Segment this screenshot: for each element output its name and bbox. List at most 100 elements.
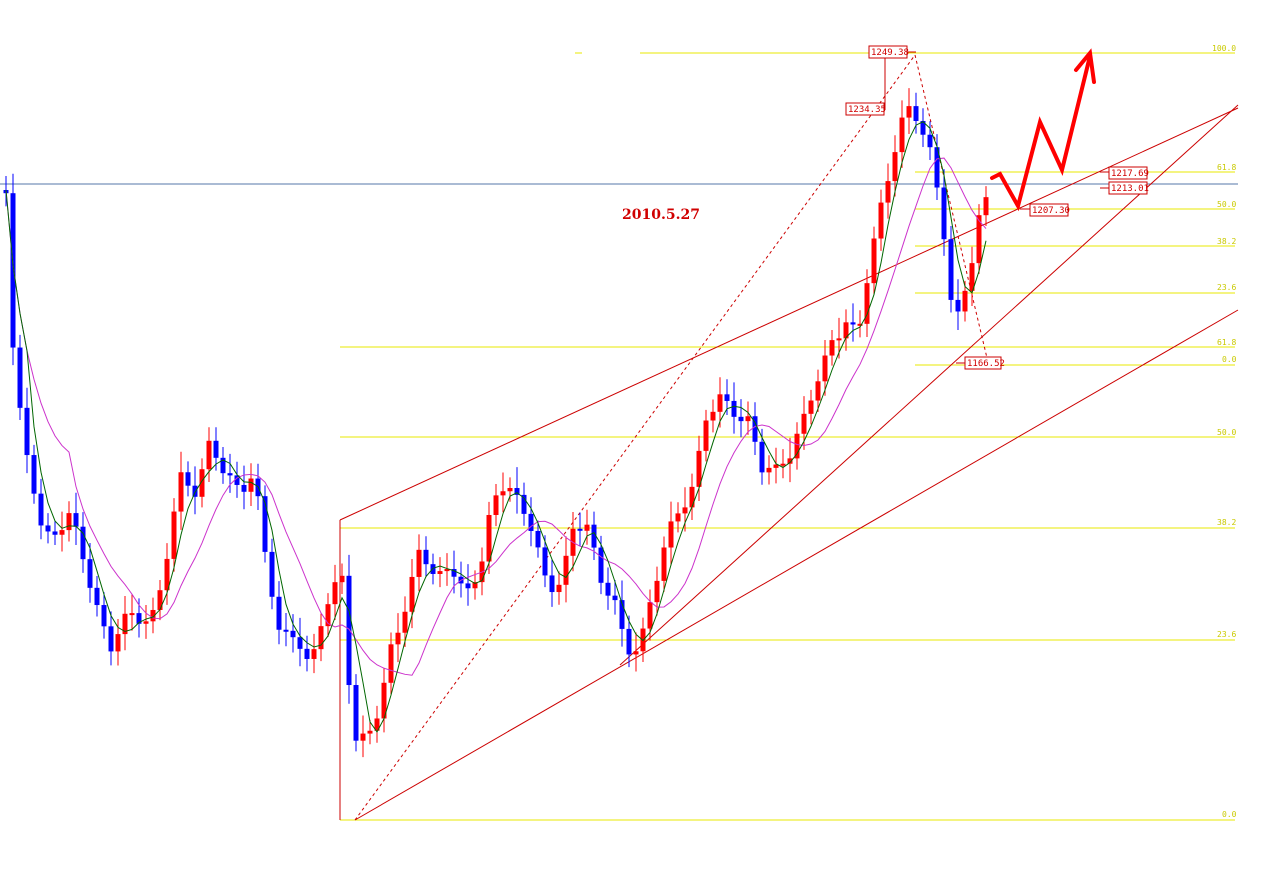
candle-body: [339, 575, 345, 583]
candle-body: [626, 628, 632, 655]
fib-label-lower-61: 61.8: [1217, 338, 1236, 347]
candle-body: [395, 632, 401, 645]
candle-body: [773, 464, 779, 468]
candle-body: [367, 730, 373, 734]
candle-body: [829, 340, 835, 356]
candle-body: [836, 338, 842, 341]
price-tag-fib50: 1207.30: [1020, 203, 1070, 217]
candle-body: [87, 559, 93, 588]
candle-body: [864, 283, 870, 324]
candle-body: [500, 491, 506, 496]
price-tag-low-text: 1166.52: [967, 359, 1005, 369]
candle-body: [318, 626, 324, 650]
candle-body: [962, 290, 968, 312]
candle-body: [311, 649, 317, 659]
candle-body: [591, 524, 597, 548]
fib-label-upper-0: 0.0: [1222, 355, 1237, 364]
candle-body: [346, 575, 352, 686]
fib-label-upper-38: 38.2: [1217, 237, 1236, 246]
candle-body: [353, 685, 359, 741]
fib-label-upper-23: 23.6: [1217, 283, 1236, 292]
ma-slow-line: [5, 157, 987, 676]
candle-body: [794, 433, 800, 459]
candle-body: [199, 469, 205, 497]
candle-body: [129, 613, 135, 616]
candle-body: [157, 590, 163, 610]
channel-lines: [339, 104, 1239, 821]
candle-body: [738, 416, 744, 422]
candle-body: [80, 526, 86, 560]
candle-body: [472, 582, 478, 589]
candle-body: [605, 582, 611, 596]
candle-body: [178, 472, 184, 512]
candle-body: [801, 413, 807, 434]
price-tag-high: 1249.38: [868, 45, 916, 110]
price-tag-last: 1213.01: [1100, 181, 1149, 195]
candle-body: [892, 152, 898, 182]
candle-body: [598, 547, 604, 583]
price-tag-fib50-text: 1207.30: [1032, 206, 1070, 216]
candle-body: [430, 564, 436, 574]
candle-body: [108, 626, 114, 652]
candle-body: [17, 347, 23, 408]
candle-body: [213, 440, 219, 458]
candle-body: [675, 513, 681, 522]
candle-body: [682, 507, 688, 514]
candle-body: [927, 134, 933, 148]
candle-body: [899, 117, 905, 153]
ma-fast-line: [5, 121, 987, 733]
fib-label-upper-50: 50.0: [1217, 200, 1236, 209]
candle-body: [766, 467, 772, 473]
candle-body: [822, 355, 828, 382]
candle-body: [787, 458, 793, 464]
price-tag-fib61-text: 1217.69: [1111, 169, 1149, 179]
candle-body: [710, 411, 716, 421]
candle-body: [24, 407, 30, 456]
candle-body: [234, 475, 240, 485]
candle-body: [920, 120, 926, 135]
candle-body: [857, 323, 863, 326]
candle-body: [192, 485, 198, 497]
candle-body: [486, 514, 492, 562]
candle-body: [45, 525, 51, 532]
candle-body: [150, 609, 156, 622]
candle-body: [374, 718, 380, 731]
candle-body: [220, 457, 226, 474]
candle-body: [248, 478, 254, 492]
candle-body: [514, 488, 520, 495]
candle-body: [507, 488, 513, 492]
candle-body: [906, 106, 912, 118]
candle-body: [416, 549, 422, 577]
candle-body: [437, 571, 443, 574]
candle-body: [752, 416, 758, 442]
candle-body: [325, 604, 331, 627]
candle-body: [731, 400, 737, 417]
price-tag-high-text: 1249.38: [871, 48, 909, 58]
candle-body: [101, 605, 107, 627]
candle-body: [52, 531, 58, 535]
candle-body: [850, 322, 856, 325]
candle-body: [290, 630, 296, 638]
candle-body: [556, 584, 562, 593]
candle-body: [563, 555, 569, 585]
candle-body: [983, 197, 989, 216]
candle-body: [941, 187, 947, 240]
price-tag-fib61: 1217.69: [1100, 166, 1149, 180]
fib-label-lower-0: 0.0: [1222, 810, 1237, 819]
candle-body: [241, 484, 247, 492]
fib-label-lower-50: 50.0: [1217, 428, 1236, 437]
candle-body: [745, 416, 751, 422]
candle-body: [584, 524, 590, 531]
candle-body: [332, 582, 338, 605]
fib-labels: 100.0 61.8 50.0 38.2 23.6 0.0 61.8 50.0 …: [1212, 44, 1237, 819]
candle-body: [444, 569, 450, 572]
candle-body: [843, 322, 849, 339]
candle-body: [654, 580, 660, 603]
candlesticks: [3, 88, 989, 758]
candle-body: [423, 549, 429, 565]
candle-body: [115, 634, 121, 652]
candle-body: [304, 648, 310, 659]
candle-body: [10, 193, 16, 348]
candle-body: [262, 496, 268, 552]
